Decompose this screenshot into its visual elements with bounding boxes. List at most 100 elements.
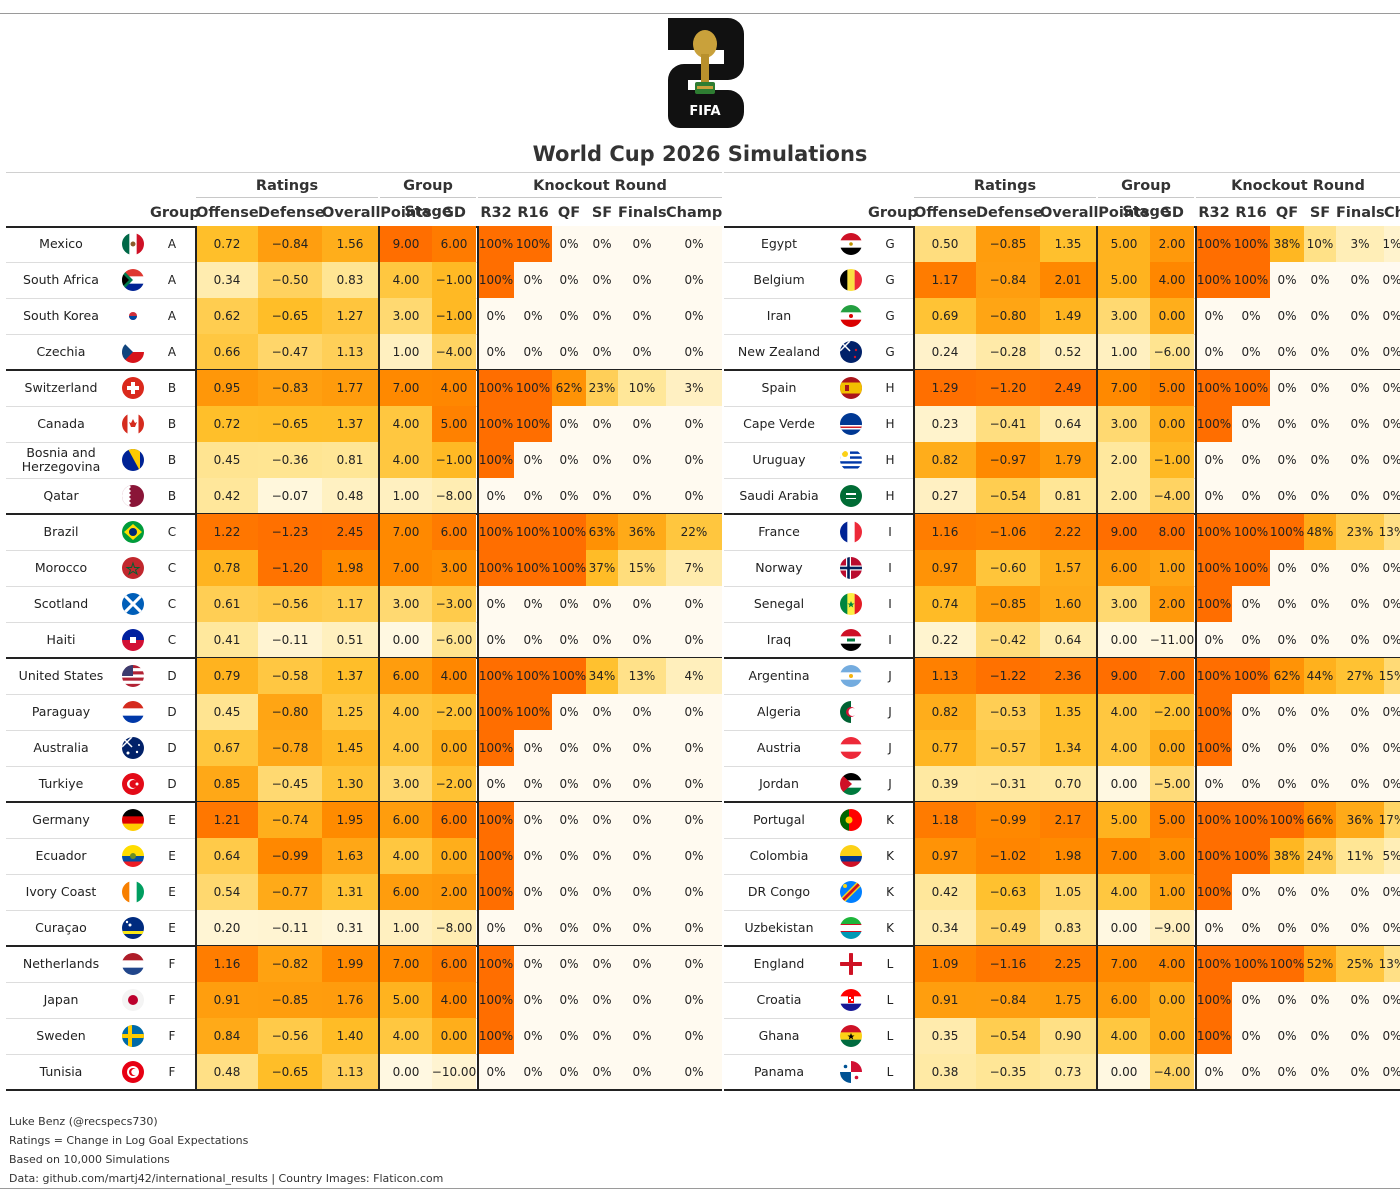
finals-cell: 0% (618, 586, 666, 622)
sf-cell: 66% (1304, 802, 1336, 838)
r32-cell: 100% (1196, 406, 1232, 442)
brazil-flag-icon (122, 521, 144, 543)
champ-cell: 0% (1382, 622, 1400, 658)
r32-cell: 0% (478, 622, 514, 658)
r16-cell: 0% (514, 478, 552, 514)
overall-cell: 1.27 (322, 298, 378, 334)
table-row: Uruguay H 0.82 −0.97 1.79 2.00 −1.00 0% 0% 0% 0% 0%… (724, 442, 1400, 478)
overall-cell: 0.64 (1040, 622, 1096, 658)
points-cell: 9.00 (1098, 514, 1150, 550)
r16-cell: 0% (514, 802, 552, 838)
egypt-flag-icon (840, 233, 862, 255)
haiti-flag-icon (122, 629, 144, 651)
champ-cell: 0% (1382, 730, 1400, 766)
table-row: Belgium G 1.17 −0.84 2.01 5.00 4.00 100% 100% 0% 0… (724, 262, 1400, 298)
qf-cell: 0% (552, 910, 586, 946)
group-cell: G (885, 273, 895, 287)
r32-cell: 100% (478, 982, 514, 1018)
r32-cell: 0% (478, 586, 514, 622)
champ-cell: 0% (666, 298, 722, 334)
qf-cell: 0% (552, 694, 586, 730)
finals-cell: 0% (618, 910, 666, 946)
group-cell: L (886, 993, 894, 1007)
defense-cell: −0.74 (258, 802, 322, 838)
group-cell: D (167, 741, 177, 755)
flag-cell (834, 262, 868, 298)
overall-cell: 1.40 (322, 1018, 378, 1054)
defense-cell: −1.02 (976, 838, 1040, 874)
qf-cell: 0% (552, 622, 586, 658)
offense-cell: 0.95 (196, 370, 258, 406)
points-cell: 4.00 (380, 262, 432, 298)
champ-cell: 3% (666, 370, 722, 406)
offense-cell: 0.45 (196, 694, 258, 730)
offense-cell: 0.34 (914, 910, 976, 946)
morocco-flag-icon (122, 557, 144, 579)
champ-cell: 15% (1379, 658, 1400, 694)
defense-cell: −0.63 (976, 874, 1040, 910)
gd-cell: 0.00 (432, 1018, 476, 1054)
group-cell: L (886, 957, 894, 971)
group-cell: A (167, 237, 177, 251)
sf-cell: 0% (1304, 334, 1336, 370)
offense-cell: 1.16 (914, 514, 976, 550)
defense-cell: −0.47 (258, 334, 322, 370)
group-cell: E (168, 885, 176, 899)
offense-cell: 1.13 (914, 658, 976, 694)
offense-cell: 0.45 (196, 442, 258, 478)
sf-cell: 0% (1304, 694, 1336, 730)
finals-cell: 0% (618, 334, 666, 370)
right-table: Ratings Group Stage Knockout Round Group Off… (724, 172, 1400, 1091)
column-header-group: Group (868, 205, 918, 221)
r32-cell: 100% (1196, 694, 1232, 730)
table-row: Uzbekistan K 0.34 −0.49 0.83 0.00 −9.00 0% 0% 0% 0… (724, 910, 1400, 946)
group-cell: C (167, 633, 177, 647)
flag-cell (116, 442, 150, 478)
champ-cell: 0% (666, 874, 722, 910)
scotland-flag-icon (122, 593, 144, 615)
country-cell: South Africa (23, 272, 99, 287)
sf-cell: 63% (586, 514, 618, 550)
flag-cell (834, 334, 868, 370)
defense-cell: −0.07 (258, 478, 322, 514)
table-row: Austria J 0.77 −0.57 1.34 4.00 0.00 100% 0% 0% 0% 0… (724, 730, 1400, 766)
overall-cell: 1.76 (322, 982, 378, 1018)
table-row: New Zealand G 0.24 −0.28 0.52 1.00 −6.00 0% 0% 0%… (724, 334, 1400, 370)
r16-cell: 0% (514, 1018, 552, 1054)
gd-cell: −1.00 (432, 262, 476, 298)
defense-cell: −0.31 (976, 766, 1040, 802)
r32-cell: 0% (1196, 766, 1232, 802)
netherlands-flag-icon (122, 953, 144, 975)
r16-cell: 0% (514, 334, 552, 370)
overall-cell: 1.30 (322, 766, 378, 802)
flag-cell (116, 874, 150, 910)
offense-cell: 1.22 (196, 514, 258, 550)
qf-cell: 0% (552, 586, 586, 622)
r32-cell: 100% (1196, 982, 1232, 1018)
finals-cell: 0% (618, 838, 666, 874)
gd-cell: −1.00 (432, 298, 476, 334)
overall-cell: 1.37 (322, 406, 378, 442)
flag-cell (116, 550, 150, 586)
sf-cell: 0% (586, 694, 618, 730)
column-header-r16: R16 (517, 205, 549, 221)
defense-cell: −0.41 (976, 406, 1040, 442)
r32-cell: 0% (478, 910, 514, 946)
qf-cell: 0% (1270, 874, 1304, 910)
defense-cell: −0.84 (976, 982, 1040, 1018)
sf-cell: 23% (586, 370, 618, 406)
table-row: Sweden F 0.84 −0.56 1.40 4.00 0.00 100% 0% 0% 0% 0%… (6, 1018, 722, 1054)
flag-cell (116, 1054, 150, 1090)
overall-cell: 0.64 (1040, 406, 1096, 442)
flag-cell (116, 982, 150, 1018)
group-cell: C (167, 597, 177, 611)
finals-cell: 0% (1336, 910, 1384, 946)
qf-cell: 0% (552, 226, 586, 262)
champ-cell: 5% (1382, 838, 1400, 874)
defense-cell: −0.58 (258, 658, 322, 694)
country-cell: Sweden (36, 1028, 86, 1043)
column-header-qf: QF (1275, 205, 1299, 221)
group-cell: I (888, 597, 892, 611)
r16-cell: 0% (1232, 730, 1270, 766)
sf-cell: 0% (1304, 478, 1336, 514)
